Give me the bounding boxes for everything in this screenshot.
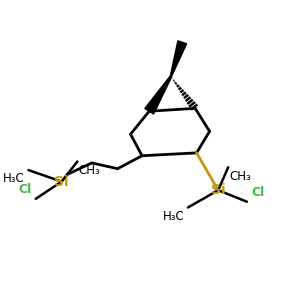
Text: Si: Si	[211, 183, 226, 197]
Text: CH₃: CH₃	[79, 164, 100, 177]
Text: H₃C: H₃C	[3, 172, 25, 185]
Text: Cl: Cl	[18, 183, 32, 196]
Text: Cl: Cl	[251, 186, 265, 199]
Polygon shape	[170, 41, 187, 77]
Polygon shape	[145, 76, 172, 114]
Text: Si: Si	[54, 175, 69, 189]
Text: CH₃: CH₃	[230, 170, 251, 183]
Text: H₃C: H₃C	[164, 210, 185, 223]
